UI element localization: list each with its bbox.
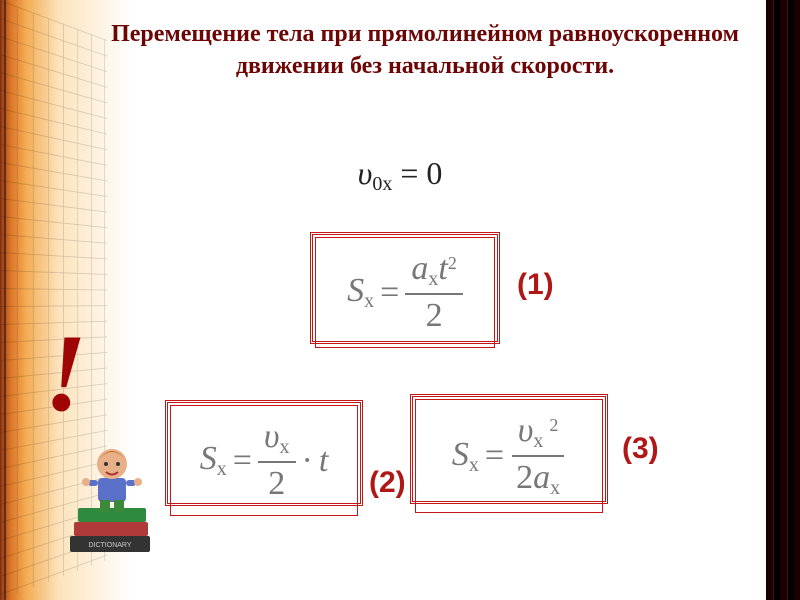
label-2: (2) [369, 466, 406, 500]
formula-3: Sx = υx2 2ax [452, 412, 566, 500]
label-3: (3) [622, 432, 659, 466]
slide-title: Перемещение тела при прямолинейном равно… [110, 18, 740, 83]
initial-condition: υ0x = 0 [0, 155, 800, 196]
book-label: DICTIONARY [88, 542, 131, 549]
slide: Перемещение тела при прямолинейном равно… [0, 0, 800, 600]
formula-box-3: Sx = υx2 2ax [410, 394, 608, 504]
ic-eq: = [400, 155, 418, 191]
ic-sub: 0x [372, 173, 392, 195]
right-dark-strip [766, 0, 800, 600]
ic-val: 0 [426, 155, 442, 191]
student-on-books-icon: DICTIONARY [60, 416, 170, 566]
formula-2: Sx = υx 2 · t [200, 418, 329, 503]
ic-var: υ [358, 155, 373, 191]
formula-box-2: Sx = υx 2 · t [165, 400, 363, 506]
formula-box-1: Sx = axt2 2 [310, 232, 500, 344]
label-1: (1) [517, 268, 554, 302]
formula-1: Sx = axt2 2 [347, 250, 463, 335]
